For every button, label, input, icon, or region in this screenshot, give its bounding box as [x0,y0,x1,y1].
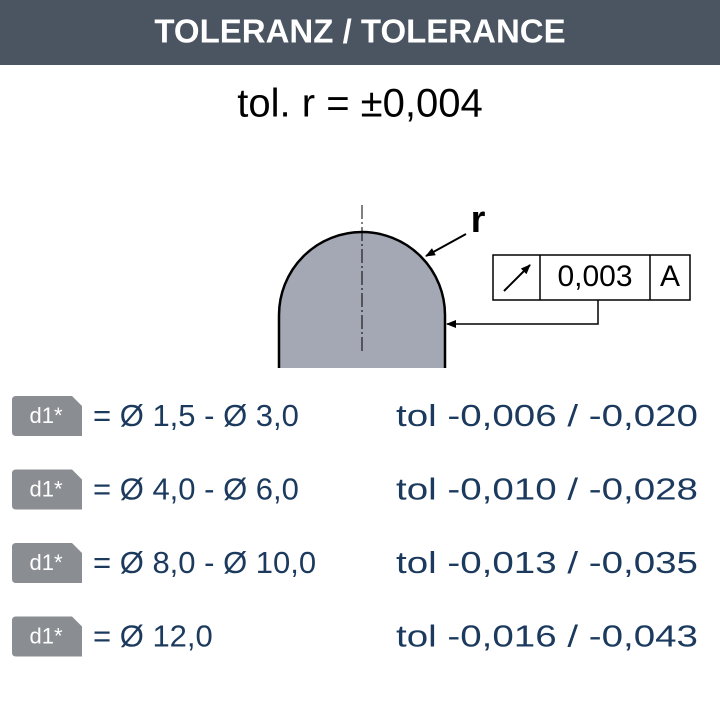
badge [12,543,82,583]
range: = Ø 4,0 - Ø 6,0 [93,472,299,507]
tolerance: tol -0,013 / -0,035 [396,545,698,580]
badge-text: d1* [29,403,62,428]
badge [12,616,82,657]
badge [12,469,82,510]
header-title: TOLERANZ / TOLERANCE [154,13,565,50]
tolerance: tol -0,006 / -0,020 [396,398,698,433]
tolerance-frame [492,254,691,301]
frame-datum: A [660,260,680,293]
formula: tol. r = ±0,004 [237,82,482,126]
runout-symbol [503,264,531,292]
tolerance: tol -0,010 / -0,028 [396,472,698,507]
radius-label: r [471,199,486,241]
range: = Ø 1,5 - Ø 3,0 [93,398,299,433]
header-bar [0,0,720,65]
leader-line [446,300,599,328]
badge [12,396,82,436]
badge-text: d1* [29,476,62,501]
radius-arrow [425,233,467,257]
tolerance: tol -0,016 / -0,043 [396,619,698,654]
frame-value: 0,003 [557,260,632,293]
tolerance-rows: d1* = Ø 1,5 - Ø 3,0 tol -0,006 / -0,020 d1*… [12,396,698,657]
badge-text: d1* [29,623,62,648]
badge-text: d1* [29,550,62,575]
range: = Ø 8,0 - Ø 10,0 [93,545,316,580]
range: = Ø 12,0 [93,619,213,654]
